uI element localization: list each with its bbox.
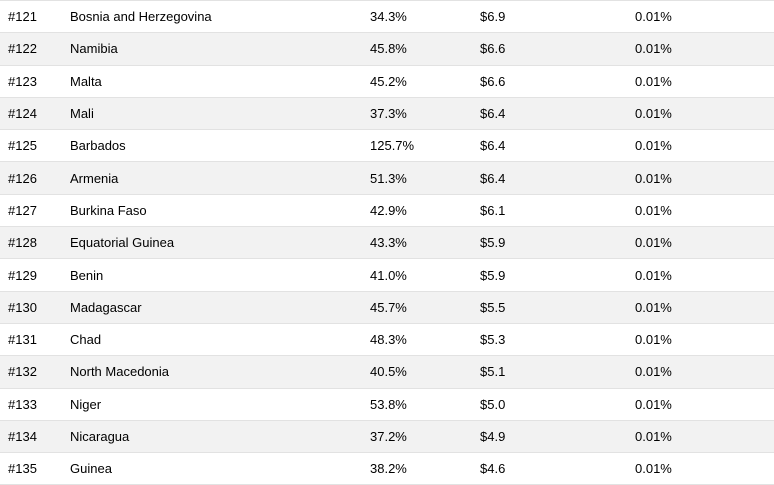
usd-cell: $5.3 [472,323,627,357]
percent-cell: 45.8% [362,32,472,66]
country-cell: Equatorial Guinea [62,226,362,260]
share-cell: 0.01% [627,323,774,357]
usd-cell: $5.9 [472,258,627,292]
rank-cell: #123 [0,65,62,98]
table-row: #133 Niger 53.8% $5.0 0.01% [0,388,774,421]
country-cell: Barbados [62,129,362,163]
percent-cell: 53.8% [362,388,472,421]
rank-cell: #130 [0,291,62,324]
country-cell: Armenia [62,161,362,195]
share-cell: 0.01% [627,65,774,98]
rank-cell: #131 [0,323,62,357]
usd-cell: $5.5 [472,291,627,324]
usd-cell: $6.4 [472,129,627,163]
usd-cell: $6.6 [472,32,627,66]
usd-cell: $4.6 [472,452,627,485]
share-cell: 0.01% [627,226,774,260]
share-cell: 0.01% [627,452,774,485]
rank-cell: #124 [0,97,62,131]
share-cell: 0.01% [627,291,774,324]
rank-cell: #122 [0,32,62,66]
rank-cell: #135 [0,452,62,485]
usd-cell: $6.4 [472,97,627,131]
country-cell: Malta [62,65,362,98]
percent-cell: 34.3% [362,0,472,34]
percent-cell: 37.3% [362,97,472,131]
rank-cell: #128 [0,226,62,260]
table-row: #124 Mali 37.3% $6.4 0.01% [0,97,774,131]
country-cell: Bosnia and Herzegovina [62,0,362,34]
percent-cell: 125.7% [362,129,472,163]
country-cell: Nicaragua [62,420,362,454]
country-cell: Burkina Faso [62,194,362,228]
table-row: #121 Bosnia and Herzegovina 34.3% $6.9 0.01% [0,0,774,34]
table-row: #130 Madagascar 45.7% $5.5 0.01% [0,291,774,324]
table-row: #126 Armenia 51.3% $6.4 0.01% [0,161,774,195]
share-cell: 0.01% [627,355,774,389]
percent-cell: 40.5% [362,355,472,389]
table-row: #128 Equatorial Guinea 43.3% $5.9 0.01% [0,226,774,260]
percent-cell: 41.0% [362,258,472,292]
table-row: #125 Barbados 125.7% $6.4 0.01% [0,129,774,163]
country-cell: Mali [62,97,362,131]
percent-cell: 42.9% [362,194,472,228]
rank-cell: #134 [0,420,62,454]
usd-cell: $5.9 [472,226,627,260]
table-row: #127 Burkina Faso 42.9% $6.1 0.01% [0,194,774,228]
share-cell: 0.01% [627,388,774,421]
percent-cell: 37.2% [362,420,472,454]
table-row: #122 Namibia 45.8% $6.6 0.01% [0,32,774,66]
usd-cell: $5.0 [472,388,627,421]
rank-cell: #133 [0,388,62,421]
usd-cell: $6.4 [472,161,627,195]
rank-cell: #126 [0,161,62,195]
percent-cell: 45.7% [362,291,472,324]
country-cell: Benin [62,258,362,292]
country-cell: Madagascar [62,291,362,324]
country-cell: Namibia [62,32,362,66]
rank-cell: #132 [0,355,62,389]
table-row: #129 Benin 41.0% $5.9 0.01% [0,258,774,292]
share-cell: 0.01% [627,97,774,131]
usd-cell: $6.1 [472,194,627,228]
table-row: #134 Nicaragua 37.2% $4.9 0.01% [0,420,774,454]
country-cell: Niger [62,388,362,421]
percent-cell: 38.2% [362,452,472,485]
percent-cell: 45.2% [362,65,472,98]
table-row: #123 Malta 45.2% $6.6 0.01% [0,65,774,98]
usd-cell: $4.9 [472,420,627,454]
percent-cell: 43.3% [362,226,472,260]
share-cell: 0.01% [627,420,774,454]
usd-cell: $6.6 [472,65,627,98]
table-row: #131 Chad 48.3% $5.3 0.01% [0,323,774,357]
country-cell: North Macedonia [62,355,362,389]
share-cell: 0.01% [627,129,774,163]
rank-cell: #125 [0,129,62,163]
country-cell: Chad [62,323,362,357]
country-cell: Guinea [62,452,362,485]
table-row: #135 Guinea 38.2% $4.6 0.01% [0,452,774,485]
usd-cell: $6.9 [472,0,627,34]
rank-cell: #129 [0,258,62,292]
percent-cell: 51.3% [362,161,472,195]
rank-cell: #121 [0,0,62,34]
share-cell: 0.01% [627,32,774,66]
share-cell: 0.01% [627,194,774,228]
share-cell: 0.01% [627,161,774,195]
table-row: #132 North Macedonia 40.5% $5.1 0.01% [0,355,774,389]
share-cell: 0.01% [627,0,774,34]
usd-cell: $5.1 [472,355,627,389]
percent-cell: 48.3% [362,323,472,357]
share-cell: 0.01% [627,258,774,292]
rank-cell: #127 [0,194,62,228]
